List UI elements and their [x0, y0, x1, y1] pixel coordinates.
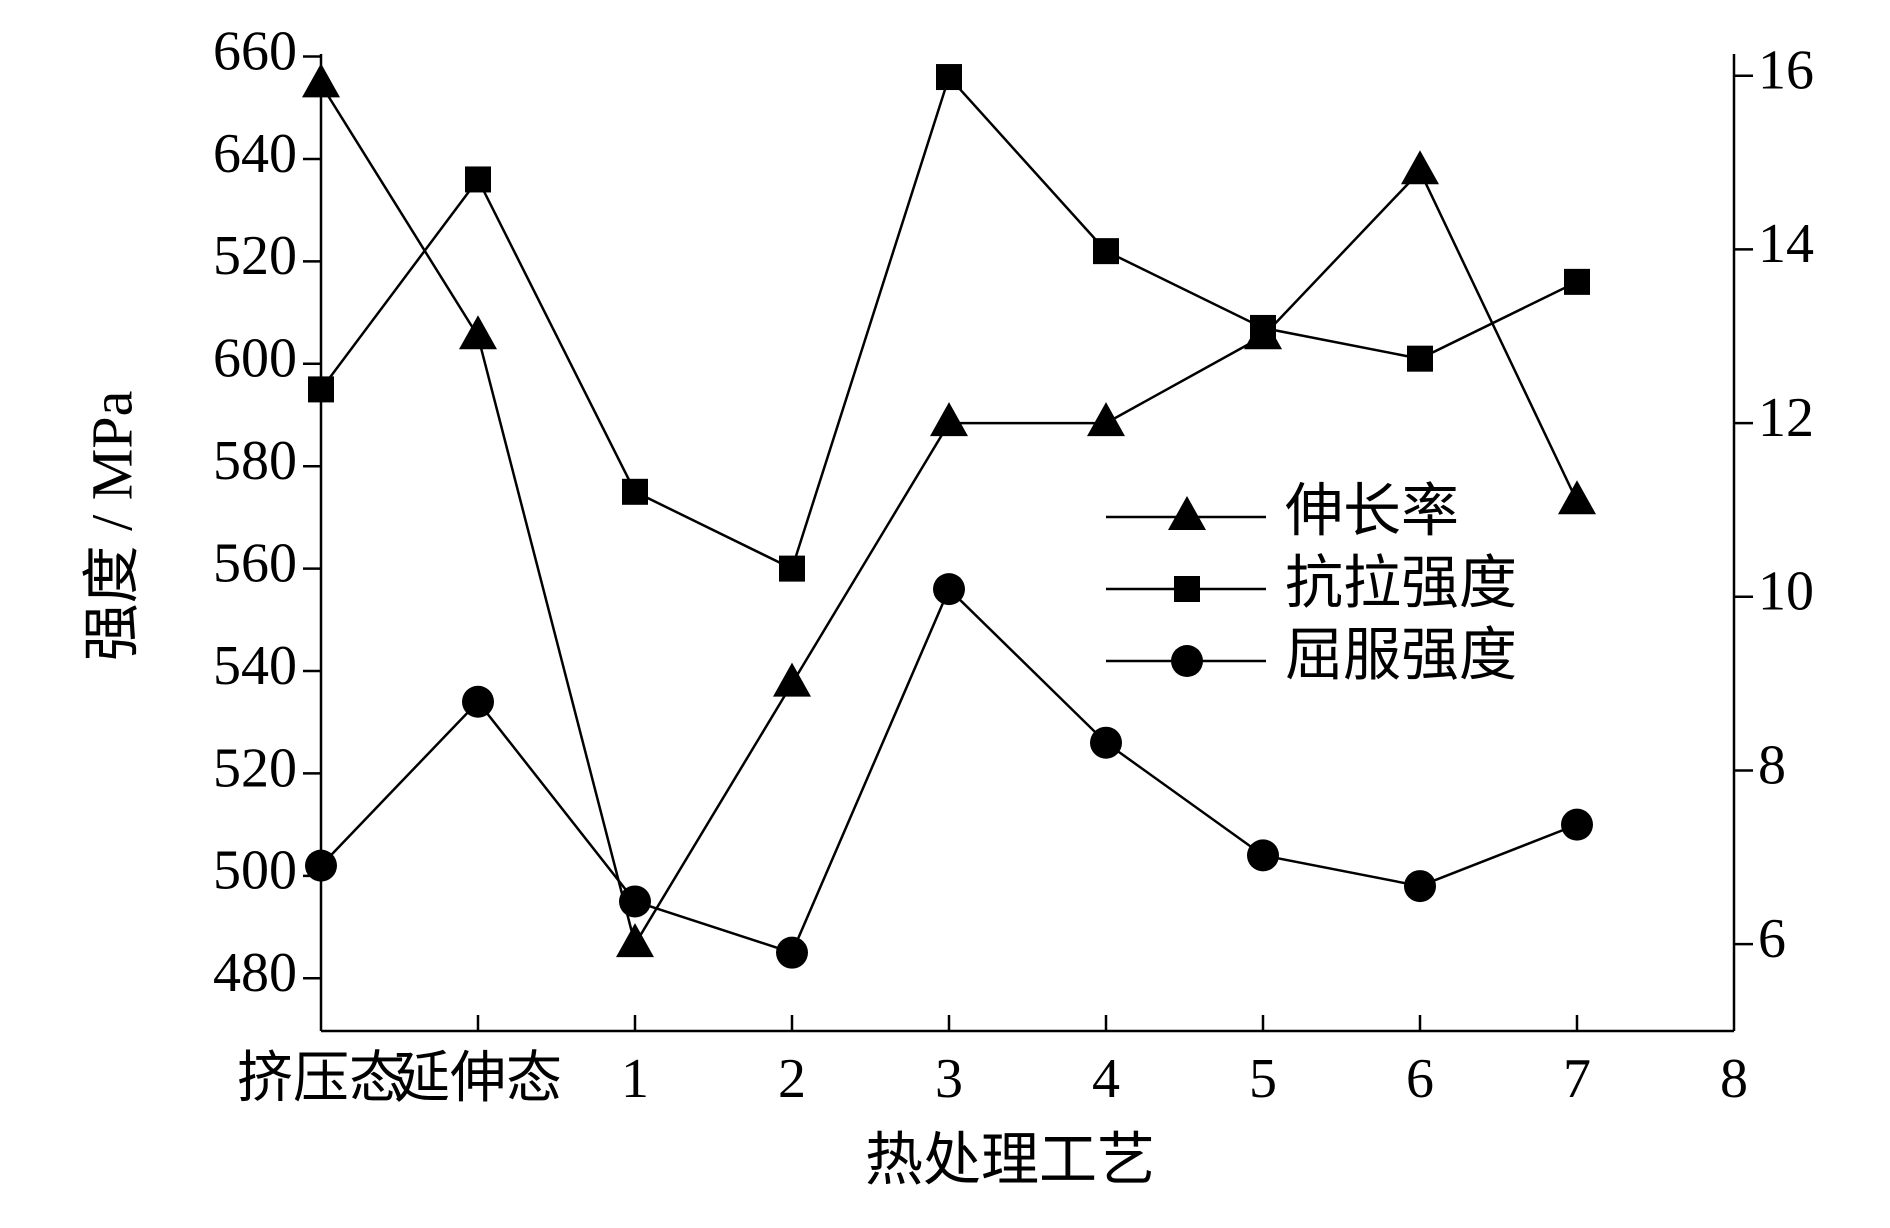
y-tick-label: 520: [213, 737, 297, 799]
y2-tick-label: 8: [1758, 734, 1786, 796]
legend-label: 屈服强度: [1285, 622, 1517, 687]
y2-tick-label: 6: [1758, 908, 1786, 970]
data-point: [1407, 345, 1433, 372]
data-point: [1401, 150, 1439, 185]
x-tick-label: 挤压态: [237, 1048, 405, 1110]
data-point: [773, 662, 811, 697]
data-point: [933, 573, 965, 606]
legend-marker: [1174, 576, 1200, 602]
y-tick-label: 560: [213, 532, 297, 594]
x-tick-label: 5: [1249, 1048, 1277, 1110]
data-point: [1404, 870, 1436, 903]
y2-tick-label: 10: [1758, 561, 1814, 623]
legend-label: 抗拉强度: [1285, 550, 1517, 615]
data-point: [1558, 480, 1596, 515]
y2-tick-label: 16: [1758, 40, 1814, 102]
y-tick-label: 520: [213, 225, 297, 287]
x-axis-label: 热处理工艺: [865, 1127, 1155, 1192]
data-point: [308, 376, 334, 403]
legend-marker: [1168, 496, 1206, 530]
y-tick-label: 660: [213, 20, 297, 82]
data-point: [1093, 238, 1119, 265]
x-tick-label: 1: [621, 1048, 649, 1110]
y-tick-label: 540: [213, 635, 297, 697]
data-point: [616, 923, 654, 958]
data-point: [1090, 726, 1122, 759]
data-point: [1247, 839, 1279, 872]
y-tick-label: 580: [213, 430, 297, 492]
x-tick-label: 2: [778, 1048, 806, 1110]
x-tick-label: 6: [1406, 1048, 1434, 1110]
y-tick-label: 500: [213, 840, 297, 902]
data-point: [930, 402, 968, 437]
x-tick-label: 7: [1563, 1048, 1591, 1110]
data-point: [776, 936, 808, 969]
x-tick-label: 4: [1092, 1048, 1120, 1110]
y2-tick-label: 14: [1758, 213, 1814, 275]
data-point: [462, 685, 494, 718]
x-tick-label: 3: [935, 1048, 963, 1110]
data-point: [305, 849, 337, 882]
y2-tick-label: 12: [1758, 387, 1814, 449]
data-point: [1561, 808, 1593, 841]
data-point: [465, 166, 491, 193]
data-point: [459, 315, 497, 350]
data-point: [1564, 268, 1590, 295]
data-point: [622, 478, 648, 505]
data-point: [619, 885, 651, 918]
data-point: [1250, 314, 1276, 341]
data-point: [1087, 402, 1125, 437]
data-point: [936, 64, 962, 91]
legend-marker: [1171, 645, 1203, 677]
y-tick-label: 480: [213, 942, 297, 1004]
y-tick-label: 600: [213, 328, 297, 390]
y-axis-label: 强度 / MPa: [79, 391, 144, 662]
data-point: [302, 63, 340, 98]
x-tick-label: 延伸态: [394, 1048, 562, 1110]
legend-label: 伸长率: [1285, 478, 1459, 543]
data-point: [779, 555, 805, 582]
x-tick-label: 8: [1720, 1048, 1748, 1110]
y-tick-label: 640: [213, 123, 297, 185]
